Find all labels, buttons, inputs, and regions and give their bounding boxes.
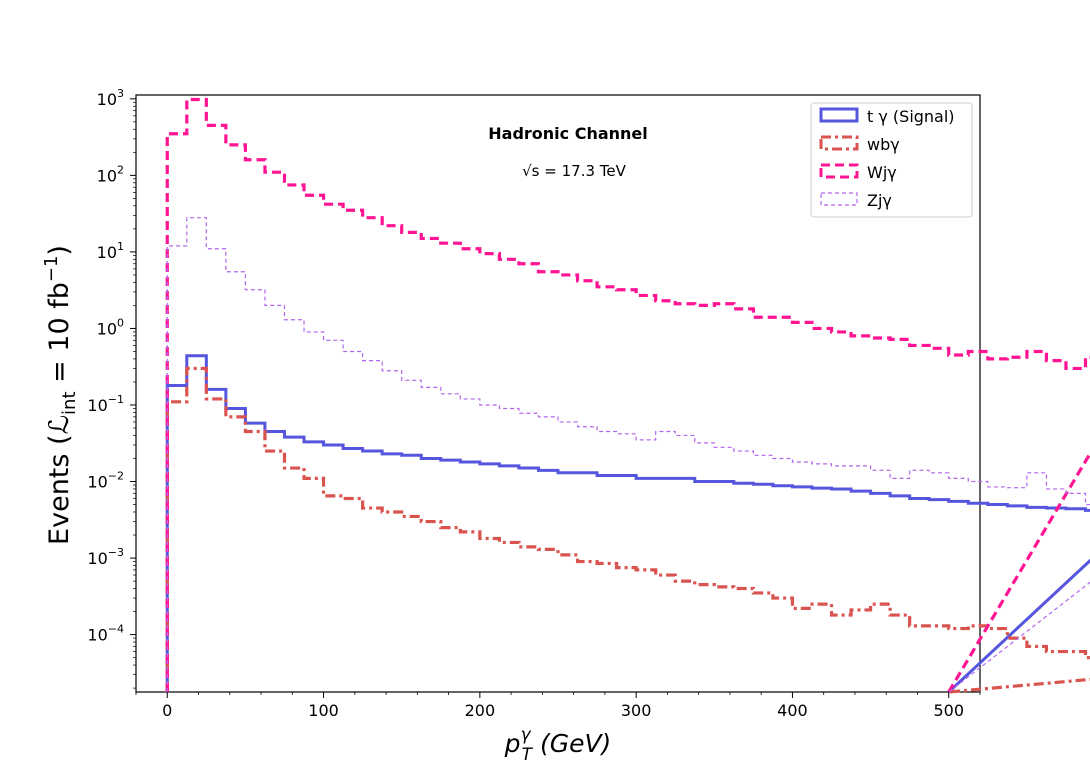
legend-label-signal: t γ (Signal)	[867, 107, 955, 126]
axis-ticks: 0 100 200 300 400 500 103 102 101 100 10−1 10−2 10−3…	[87, 87, 981, 720]
x-tick-label: 200	[465, 701, 496, 720]
series-line-1	[165, 366, 1090, 694]
y-tick-label: 102	[97, 163, 124, 185]
series-line-3	[166, 217, 1090, 693]
series-layer	[165, 97, 1090, 694]
legend-swatch-signal	[819, 107, 859, 123]
y-tick-label: 10−2	[87, 470, 124, 492]
legend-swatch-wj	[819, 163, 859, 179]
legend-label-zj: Zjγ	[867, 191, 892, 210]
legend-swatch-zj	[820, 192, 858, 206]
x-tick-label: 400	[777, 701, 808, 720]
y-axis-title: Events (ℒint = 10 fb−1)	[41, 245, 80, 545]
series-line-2	[165, 97, 1090, 693]
legend: t γ (Signal) wbγ Wjγ Zjγ	[810, 102, 973, 218]
plot-frame	[135, 94, 981, 693]
x-axis-title: pγ T (GeV)	[504, 725, 612, 765]
x-tick-label: 100	[308, 701, 339, 720]
legend-swatch-wb	[819, 135, 859, 151]
y-tick-label: 103	[97, 87, 124, 109]
y-tick-label: 10−3	[87, 546, 124, 568]
energy-annotation: √s = 17.3 TeV	[522, 162, 626, 180]
x-tick-label: 300	[621, 701, 652, 720]
legend-box	[810, 102, 973, 218]
y-tick-label: 101	[97, 240, 124, 262]
x-tick-label: 0	[162, 701, 172, 720]
legend-label-wj: Wjγ	[867, 163, 897, 182]
legend-label-wb: wbγ	[867, 135, 900, 154]
x-tick-label: 500	[933, 701, 964, 720]
y-tick-label: 10−1	[87, 393, 124, 415]
series-line-0	[165, 354, 1090, 694]
y-tick-label: 100	[97, 316, 124, 338]
y-tick-label: 10−4	[87, 623, 124, 645]
channel-annotation: Hadronic Channel	[488, 124, 648, 143]
